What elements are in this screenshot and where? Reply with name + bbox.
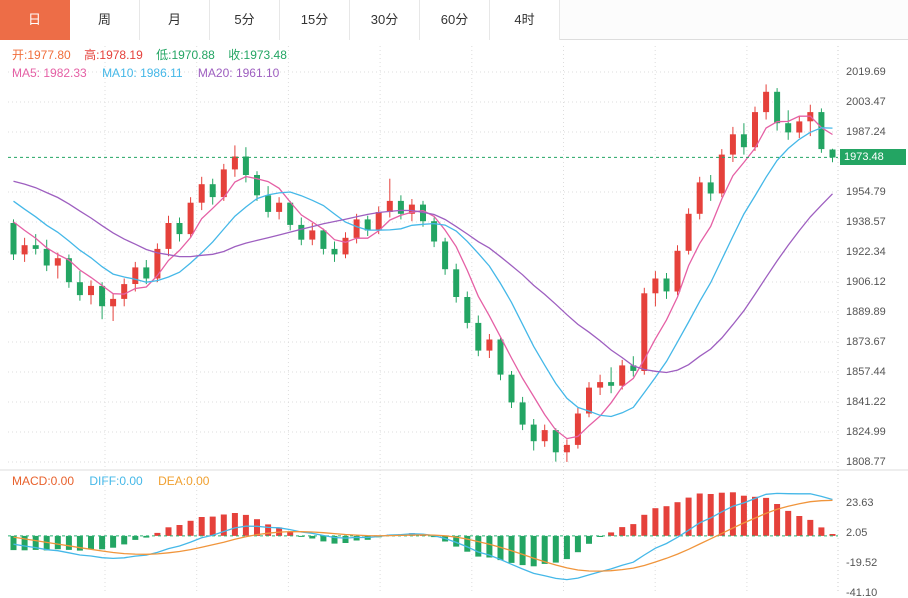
ma10-line xyxy=(13,127,833,418)
ma5-line xyxy=(13,115,833,440)
grid xyxy=(0,46,908,593)
ma5-value: MA5: 1982.33 xyxy=(12,66,87,80)
tab-month[interactable]: 月 xyxy=(140,0,210,40)
timeframe-tabbar: 日周月 5分 15分 30分 60分 4时 xyxy=(0,0,908,40)
tab-5min[interactable]: 5分 xyxy=(210,0,280,40)
high-value: 高:1978.19 xyxy=(84,48,143,62)
macd-readout: MACD:0.00 DIFF:0.00 DEA:0.00 xyxy=(12,474,221,488)
open-value: 开:1977.80 xyxy=(12,48,71,62)
tab-30min[interactable]: 30分 xyxy=(350,0,420,40)
tab-60min[interactable]: 60分 xyxy=(420,0,490,40)
current-price-tag: 1973.48 xyxy=(840,149,906,165)
dea-line xyxy=(13,499,833,572)
low-value: 低:1970.88 xyxy=(156,48,215,62)
macd-histogram xyxy=(10,492,836,567)
diff-value: DIFF:0.00 xyxy=(89,474,143,488)
macd-value: MACD:0.00 xyxy=(12,474,75,488)
ma20-line xyxy=(13,180,833,374)
tab-week[interactable]: 周 xyxy=(70,0,140,40)
tab-4hour[interactable]: 4时 xyxy=(490,0,560,40)
tab-day[interactable]: 日 xyxy=(0,0,70,40)
ma-lines xyxy=(13,115,833,440)
ma10-value: MA10: 1986.11 xyxy=(102,66,183,80)
candlesticks xyxy=(10,84,836,462)
close-value: 收:1973.48 xyxy=(228,48,287,62)
ma-readout: MA5: 1982.33 MA10: 1986.11 MA20: 1961.10 xyxy=(12,66,291,80)
tab-15min[interactable]: 15分 xyxy=(280,0,350,40)
ma20-value: MA20: 1961.10 xyxy=(197,66,280,80)
ohlc-readout: 开:1977.80 高:1978.19 低:1970.88 收:1973.48 xyxy=(12,46,297,63)
dea-value: DEA:0.00 xyxy=(158,474,210,488)
